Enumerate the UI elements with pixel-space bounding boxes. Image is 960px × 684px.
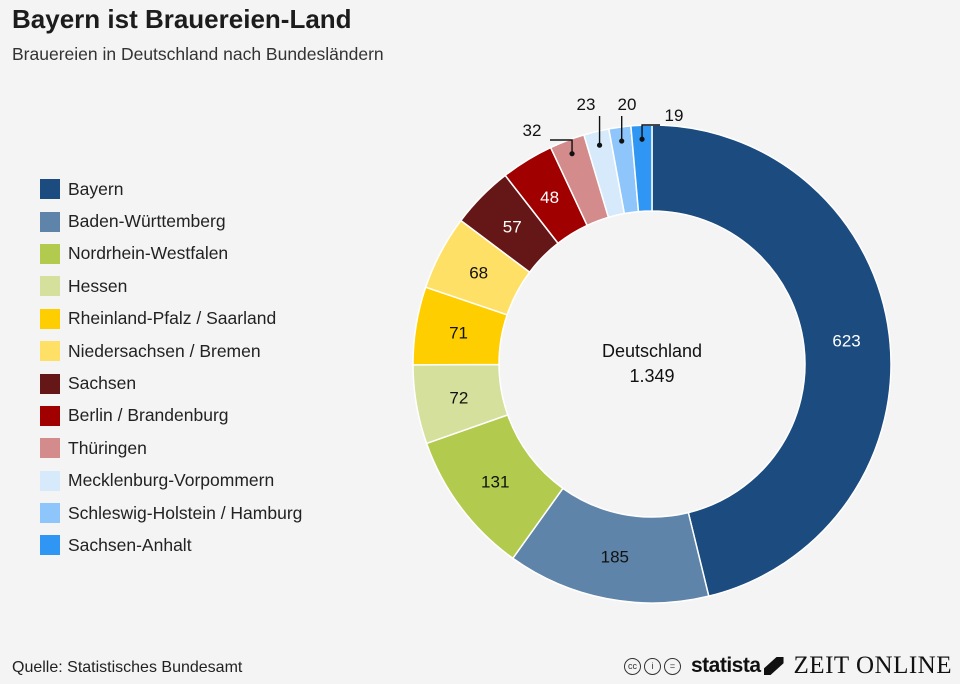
source-note: Quelle: Statistisches Bundesamt [12, 659, 243, 676]
legend-swatch [40, 470, 60, 491]
cc-icon: cc [624, 657, 641, 675]
legend-label: Sachsen [68, 373, 137, 394]
legend-swatch [40, 211, 60, 232]
leader-dot [639, 136, 645, 142]
slice-value-label: 185 [601, 547, 629, 566]
legend-label: Hessen [68, 275, 128, 296]
statista-logo: statista [691, 654, 784, 678]
legend-label: Nordrhein-Westfalen [68, 243, 229, 264]
legend-item: Niedersachsen / Bremen [40, 335, 302, 367]
leader-line [550, 139, 573, 154]
legend-swatch [40, 438, 60, 459]
zeit-online-logo: ZEIT ONLINE [793, 652, 952, 679]
legend-label: Berlin / Brandenburg [68, 405, 229, 426]
legend-label: Schleswig-Holstein / Hamburg [68, 502, 303, 523]
legend-swatch [40, 535, 60, 556]
slice-value-label: 20 [618, 95, 637, 114]
legend-swatch [40, 243, 60, 264]
legend-label: Rheinland-Pfalz / Saarland [68, 308, 277, 329]
legend-label: Baden-Württemberg [68, 211, 226, 232]
legend-swatch [40, 179, 60, 200]
creative-commons-icons: cc i = [624, 657, 681, 675]
nd-icon: = [664, 657, 681, 675]
legend-label: Bayern [68, 178, 124, 199]
slice-value-label: 71 [449, 323, 468, 342]
slice-value-label: 72 [449, 388, 468, 407]
leader-line [641, 124, 660, 140]
legend-swatch [40, 373, 60, 394]
donut-slice [651, 124, 892, 598]
legend-item: Sachsen-Anhalt [40, 529, 302, 561]
legend-item: Schleswig-Holstein / Hamburg [40, 497, 302, 529]
slice-value-label: 623 [832, 332, 860, 351]
legend-label: Mecklenburg-Vorpommern [68, 470, 275, 491]
legend-item: Nordrhein-Westfalen [40, 238, 302, 270]
slice-value-label: 23 [577, 95, 596, 114]
slice-value-label: 48 [540, 188, 559, 207]
footer-logos: cc i = statista ZEIT ONLINE [624, 652, 952, 680]
chart-subtitle: Brauereien in Deutschland nach Bundeslän… [12, 44, 384, 64]
center-total: 1.349 [629, 366, 674, 386]
slice-value-label: 68 [469, 264, 488, 283]
legend-swatch [40, 503, 60, 524]
slice-value-label: 57 [503, 218, 522, 237]
legend-item: Sachsen [40, 367, 302, 399]
slice-value-label: 131 [481, 473, 509, 492]
center-label: Deutschland [602, 341, 702, 361]
chart-legend: Bayern Baden-Württemberg Nordrhein-Westfal… [40, 173, 302, 562]
leader-dot [569, 151, 575, 157]
legend-label: Thüringen [68, 437, 147, 458]
legend-item: Mecklenburg-Vorpommern [40, 465, 302, 497]
legend-swatch [40, 276, 60, 297]
legend-item: Berlin / Brandenburg [40, 400, 302, 432]
legend-item: Hessen [40, 270, 302, 302]
legend-label: Sachsen-Anhalt [68, 534, 192, 555]
legend-item: Rheinland-Pfalz / Saarland [40, 303, 302, 335]
legend-label: Niedersachsen / Bremen [68, 340, 261, 361]
statista-mark-icon [763, 657, 784, 675]
leader-dot [619, 138, 625, 144]
donut-slice [630, 124, 653, 213]
slice-value-label: 32 [523, 121, 542, 140]
legend-swatch [40, 405, 60, 426]
legend-item: Bayern [40, 173, 302, 205]
by-icon: i [644, 657, 661, 675]
slice-value-label: 19 [665, 106, 684, 125]
leader-dot [596, 142, 603, 148]
legend-item: Thüringen [40, 432, 302, 464]
legend-item: Baden-Württemberg [40, 205, 302, 237]
legend-swatch [40, 341, 60, 362]
chart-title: Bayern ist Brauereien-Land [12, 4, 352, 34]
legend-swatch [40, 308, 60, 329]
